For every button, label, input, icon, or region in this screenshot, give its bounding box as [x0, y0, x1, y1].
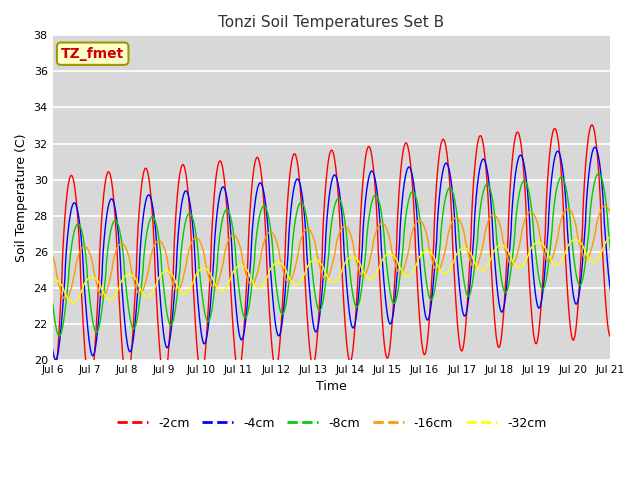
-16cm — [396, 271, 404, 276]
-16cm — [61, 297, 69, 302]
-32cm — [554, 262, 561, 267]
-2cm — [168, 290, 176, 296]
-8cm — [56, 333, 63, 339]
-16cm — [607, 210, 614, 216]
-16cm — [607, 210, 614, 216]
Line: -2cm: -2cm — [52, 125, 611, 391]
-8cm — [607, 246, 614, 252]
Line: -4cm: -4cm — [52, 147, 611, 360]
-16cm — [205, 273, 212, 279]
Y-axis label: Soil Temperature (C): Soil Temperature (C) — [15, 133, 28, 262]
Line: -8cm: -8cm — [52, 173, 611, 336]
-4cm — [52, 357, 60, 362]
-2cm — [205, 303, 212, 309]
-8cm — [396, 275, 404, 280]
-4cm — [591, 144, 599, 150]
-16cm — [49, 253, 56, 259]
-2cm — [386, 345, 394, 350]
-32cm — [69, 300, 77, 305]
-32cm — [168, 272, 176, 278]
-4cm — [607, 288, 614, 293]
-4cm — [386, 321, 394, 327]
-8cm — [386, 288, 394, 294]
-32cm — [607, 234, 614, 240]
Line: -32cm: -32cm — [52, 237, 611, 302]
-4cm — [607, 287, 614, 292]
-32cm — [386, 251, 394, 257]
X-axis label: Time: Time — [316, 381, 347, 394]
-16cm — [601, 203, 609, 209]
-8cm — [607, 245, 614, 251]
-2cm — [606, 334, 614, 339]
Legend: -2cm, -4cm, -8cm, -16cm, -32cm: -2cm, -4cm, -8cm, -16cm, -32cm — [112, 412, 552, 435]
-8cm — [49, 300, 56, 306]
-32cm — [606, 234, 614, 240]
-4cm — [205, 321, 212, 327]
-4cm — [396, 231, 404, 237]
-4cm — [49, 347, 56, 353]
Title: Tonzi Soil Temperatures Set B: Tonzi Soil Temperatures Set B — [218, 15, 445, 30]
-16cm — [168, 279, 176, 285]
Line: -16cm: -16cm — [52, 206, 611, 300]
-4cm — [554, 148, 561, 154]
-2cm — [49, 388, 56, 394]
Text: TZ_fmet: TZ_fmet — [61, 47, 124, 60]
-16cm — [554, 235, 561, 240]
-2cm — [554, 133, 561, 139]
-32cm — [49, 277, 56, 283]
-32cm — [396, 264, 404, 270]
-8cm — [595, 170, 602, 176]
-8cm — [205, 318, 212, 324]
-2cm — [396, 180, 403, 186]
-8cm — [168, 321, 176, 326]
-2cm — [588, 122, 596, 128]
-2cm — [607, 334, 614, 339]
-4cm — [168, 316, 176, 322]
-8cm — [554, 182, 561, 188]
-16cm — [386, 237, 394, 243]
-32cm — [205, 268, 212, 274]
